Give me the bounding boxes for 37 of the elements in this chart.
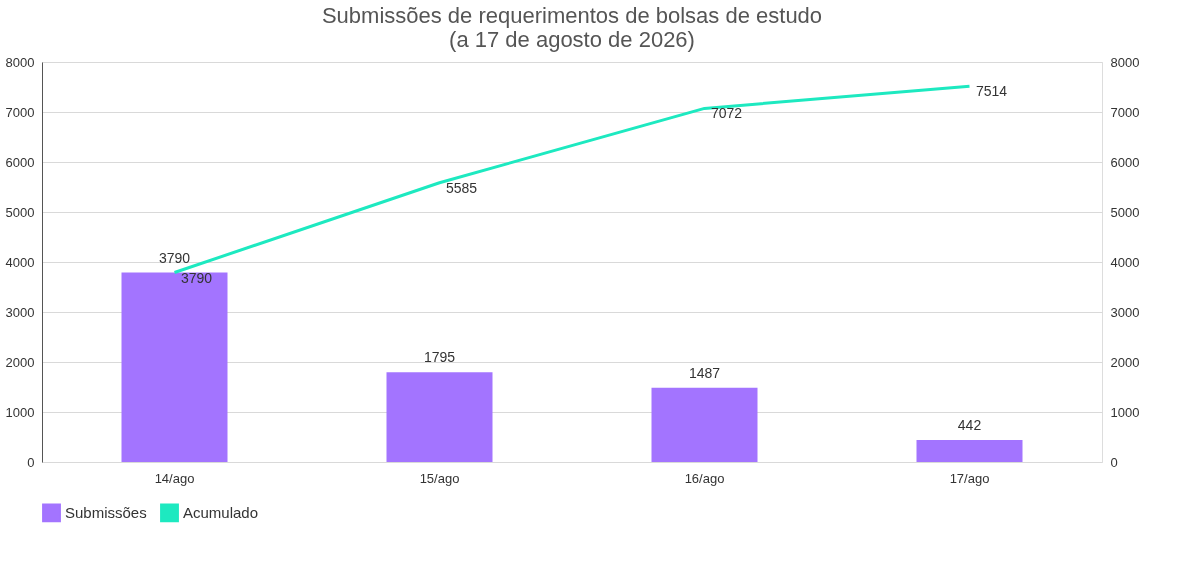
y-tick-label: 5000 [5,204,35,220]
data-label: 3790 [158,249,191,266]
chart-title: Submissões de requerimentos de bolsas de estudo (a 17 de agosto de 2026) [321,3,823,52]
y-tick-label: 1000 [5,404,35,420]
data-label: 7514 [975,83,1008,100]
data-label: 3790 [180,269,213,286]
y-tick-label: 0 [27,454,35,470]
data-label: 1795 [423,349,456,366]
y2-tick-label: 4000 [1110,254,1140,270]
y-tick-label: 4000 [5,254,35,270]
data-label: 7072 [710,105,743,122]
x-tick-label: 16/ago [684,470,725,486]
y2-tick-label: 7000 [1110,104,1140,120]
data-label: 442 [957,416,982,433]
y2-tick-label: 5000 [1110,204,1140,220]
y-tick-label: 3000 [5,304,35,320]
legend-label: Submissões [65,503,147,521]
data-label: 5585 [445,179,478,196]
y-tick-label: 2000 [5,354,35,370]
bar [121,272,228,462]
bar [386,372,493,462]
bar [916,439,1023,462]
x-tick-label: 15/ago [419,470,460,486]
data-label: 1487 [688,364,721,381]
y2-tick-label: 8000 [1110,54,1140,70]
y2-tick-label: 0 [1110,454,1118,470]
y2-tick-label: 6000 [1110,154,1140,170]
x-tick-label: 17/ago [949,470,990,486]
y2-tick-label: 3000 [1110,304,1140,320]
y-tick-label: 7000 [5,104,35,120]
y-tick-label: 8000 [5,54,35,70]
y-tick-label: 6000 [5,154,35,170]
legend-label: Acumulado [183,503,259,521]
bar [651,387,758,462]
x-tick-label: 14/ago [154,470,195,486]
y2-tick-label: 1000 [1110,404,1140,420]
y2-tick-label: 2000 [1110,354,1140,370]
